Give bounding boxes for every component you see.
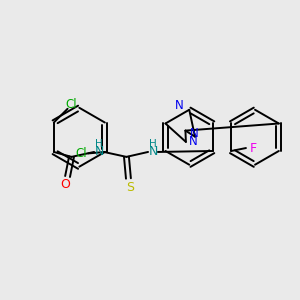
Text: N: N — [148, 146, 158, 158]
Text: F: F — [250, 142, 257, 154]
Text: N: N — [94, 146, 104, 158]
Text: H: H — [149, 139, 157, 149]
Text: N: N — [190, 127, 199, 140]
Text: Cl: Cl — [76, 147, 87, 161]
Text: H: H — [95, 139, 103, 149]
Text: N: N — [175, 99, 184, 112]
Text: O: O — [61, 178, 70, 191]
Text: Cl: Cl — [66, 98, 77, 111]
Text: S: S — [126, 181, 134, 194]
Text: N: N — [189, 135, 198, 148]
